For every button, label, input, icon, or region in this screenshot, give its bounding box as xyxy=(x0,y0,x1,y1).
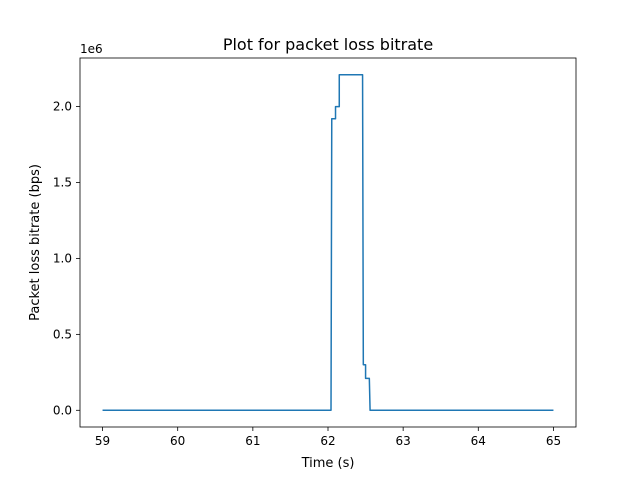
x-axis-label: Time (s) xyxy=(301,456,355,471)
x-tick-label: 62 xyxy=(320,434,335,448)
chart-title: Plot for packet loss bitrate xyxy=(223,35,433,54)
y-tick-label: 0.0 xyxy=(53,403,72,417)
x-axis: 59 60 61 62 63 64 65 xyxy=(95,427,561,448)
y-offset-label: 1e6 xyxy=(80,42,103,56)
plot-frame xyxy=(79,57,577,428)
x-tick-label: 61 xyxy=(245,434,260,448)
series-line xyxy=(102,73,554,412)
x-tick-label: 65 xyxy=(546,434,561,448)
y-axis: 0.0 0.5 1.0 1.5 2.0 xyxy=(53,100,80,417)
x-tick-label: 59 xyxy=(95,434,110,448)
y-axis-label: Packet loss bitrate (bps) xyxy=(28,164,43,321)
x-tick-label: 63 xyxy=(396,434,411,448)
y-tick-label: 1.0 xyxy=(53,251,72,265)
y-tick-label: 2.0 xyxy=(53,100,72,114)
y-tick-label: 1.5 xyxy=(53,176,72,190)
y-tick-label: 0.5 xyxy=(53,327,72,341)
x-tick-label: 64 xyxy=(471,434,486,448)
x-tick-label: 60 xyxy=(170,434,185,448)
